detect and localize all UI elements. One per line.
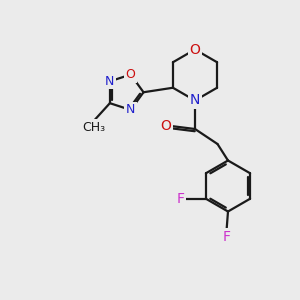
Text: O: O xyxy=(190,43,200,56)
Text: N: N xyxy=(126,103,135,116)
Text: O: O xyxy=(126,68,136,81)
Text: N: N xyxy=(190,94,200,107)
Text: F: F xyxy=(176,192,184,206)
Text: O: O xyxy=(160,119,171,133)
Text: CH₃: CH₃ xyxy=(83,121,106,134)
Text: F: F xyxy=(223,230,230,244)
Text: N: N xyxy=(105,75,115,88)
